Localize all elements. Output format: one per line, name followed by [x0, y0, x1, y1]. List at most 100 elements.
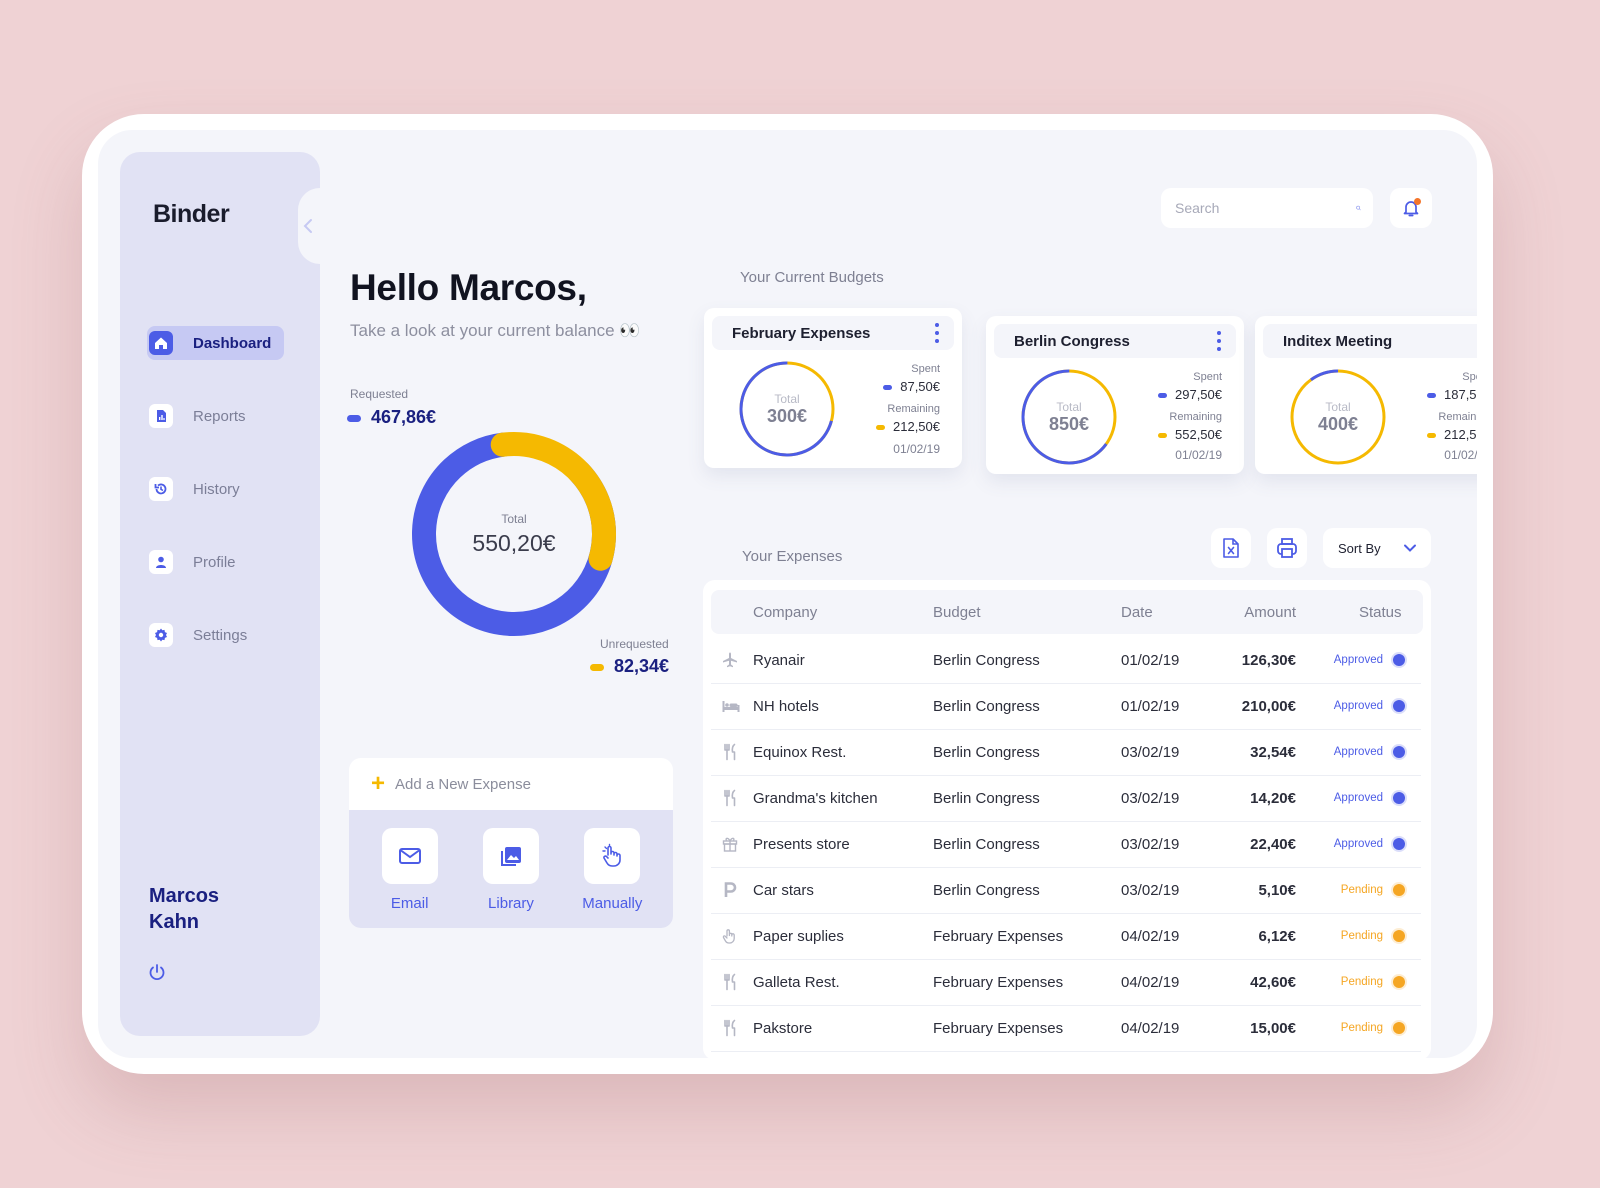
balance-donut-chart	[412, 432, 616, 636]
table-row[interactable]: Galleta Rest. February Expenses 04/02/19 42…	[711, 960, 1421, 1006]
budget-stats: Spent 187,50€ Remaining 212,50€	[1427, 370, 1477, 446]
status-text: Approved	[1333, 654, 1383, 666]
requested-amount: 467,86€	[371, 407, 437, 427]
budget-date: 01/02/19	[1175, 448, 1222, 462]
status-dot	[1393, 792, 1405, 804]
user-name[interactable]: Marcos Kahn	[149, 883, 269, 935]
add-manually-button[interactable]: Manually	[572, 828, 652, 928]
more-options-icon[interactable]	[1214, 331, 1224, 351]
add-expense-button[interactable]: + Add a New Expense	[349, 758, 673, 810]
spent-legend-dot	[1158, 393, 1167, 399]
add-expense-card: + Add a New Expense Email Library	[349, 758, 673, 928]
column-header-date[interactable]: Date	[1121, 604, 1153, 621]
table-row[interactable]: Paper suplies February Expenses 04/02/19 6,…	[711, 914, 1421, 960]
column-header-company[interactable]: Company	[753, 604, 818, 621]
column-header-status[interactable]: Status	[1359, 604, 1402, 621]
table-row[interactable]: Presents store Berlin Congress 03/02/19 22,…	[711, 822, 1421, 868]
add-expense-options: Email Library Manually	[349, 810, 673, 928]
requested-value: 467,86€	[347, 407, 436, 428]
status-text: Pending	[1340, 976, 1383, 988]
add-via-email-button[interactable]: Email	[370, 828, 450, 928]
spent-amount: 297,50€	[1175, 387, 1222, 402]
notification-badge	[1414, 198, 1421, 205]
status-dot	[1393, 884, 1405, 896]
table-row[interactable]: Car stars Berlin Congress 03/02/19 5,10€ Pen…	[711, 868, 1421, 914]
notifications-button[interactable]	[1390, 188, 1432, 228]
cell-budget: Berlin Congress	[933, 698, 1040, 715]
table-row[interactable]: Equinox Rest. Berlin Congress 03/02/19 32,5…	[711, 730, 1421, 776]
donut-center: Total 550,20€	[408, 428, 620, 640]
tablet-frame: Binder Dashboard Reports	[82, 114, 1493, 1074]
cell-date: 03/02/19	[1121, 882, 1180, 899]
cell-budget: Berlin Congress	[933, 882, 1040, 899]
profile-icon	[149, 550, 173, 574]
user-last-name: Kahn	[149, 911, 199, 933]
sort-by-dropdown[interactable]: Sort By	[1323, 528, 1431, 568]
budget-total-value: 850€	[1048, 413, 1090, 434]
gift-icon	[721, 835, 741, 855]
cell-date: 04/02/19	[1121, 974, 1180, 991]
remaining-label: Remaining	[1438, 411, 1477, 423]
remaining-amount: 552,50€	[1175, 427, 1222, 442]
search-bar[interactable]	[1161, 188, 1373, 228]
status-text: Pending	[1340, 1022, 1383, 1034]
table-header: Company Budget Date Amount Status	[711, 590, 1423, 634]
app-screen: Binder Dashboard Reports	[98, 130, 1477, 1058]
status-dot	[1393, 930, 1405, 942]
chevron-left-icon	[303, 219, 312, 233]
more-options-icon[interactable]	[932, 323, 942, 343]
remaining-value: 552,50€	[1158, 424, 1222, 446]
cell-amount: 14,20€	[1250, 790, 1296, 807]
cell-budget: February Expenses	[933, 928, 1064, 945]
search-input[interactable]	[1175, 200, 1356, 216]
plane-icon	[721, 651, 741, 671]
cell-company: Ryanair	[753, 652, 805, 669]
column-header-budget[interactable]: Budget	[933, 604, 981, 621]
option-label: Email	[390, 895, 429, 912]
budget-stats: Spent 87,50€ Remaining 212,50€	[876, 362, 940, 438]
cell-company: NH hotels	[753, 698, 819, 715]
expenses-section-title: Your Expenses	[742, 548, 843, 565]
expenses-table: Company Budget Date Amount Status Ryanai…	[703, 580, 1431, 1058]
sidebar-item-history[interactable]: History	[147, 472, 317, 506]
budget-date: 01/02/19	[893, 442, 940, 456]
table-row[interactable]: Grandma's kitchen Berlin Congress 03/02/19…	[711, 776, 1421, 822]
remaining-legend-dot	[1158, 433, 1167, 439]
status-dot	[1393, 746, 1405, 758]
table-body: Ryanair Berlin Congress 01/02/19 126,30€ App…	[703, 638, 1431, 1052]
table-row[interactable]: NH hotels Berlin Congress 01/02/19 210,00€ A…	[711, 684, 1421, 730]
cell-company: Paper suplies	[753, 928, 844, 945]
status-text: Approved	[1333, 700, 1383, 712]
print-button[interactable]	[1267, 528, 1307, 568]
search-icon[interactable]	[1356, 198, 1361, 218]
table-row[interactable]: Ryanair Berlin Congress 01/02/19 126,30€ App…	[711, 638, 1421, 684]
collapse-sidebar-button[interactable]	[298, 188, 328, 264]
cell-budget: February Expenses	[933, 1020, 1064, 1037]
status-dot	[1393, 654, 1405, 666]
budget-card[interactable]: Berlin Congress Total 850€ Spent 297,50€ Rema…	[986, 316, 1244, 474]
add-via-library-button[interactable]: Library	[471, 828, 551, 928]
sidebar-item-label: History	[193, 480, 240, 498]
cell-amount: 6,12€	[1258, 928, 1296, 945]
column-header-amount[interactable]: Amount	[1244, 604, 1296, 621]
table-row[interactable]: Pakstore February Expenses 04/02/19 15,00€ P…	[711, 1006, 1421, 1052]
cell-budget: Berlin Congress	[933, 790, 1040, 807]
unrequested-amount: 82,34€	[614, 656, 670, 676]
sidebar-item-reports[interactable]: Reports	[147, 399, 317, 433]
export-excel-button[interactable]	[1211, 528, 1251, 568]
cutlery-icon	[721, 1019, 741, 1039]
spent-amount: 187,50€	[1444, 387, 1477, 402]
donut-total-label: Total	[501, 511, 527, 526]
cutlery-icon	[721, 973, 741, 993]
sidebar-item-settings[interactable]: Settings	[147, 618, 317, 652]
cell-date: 01/02/19	[1121, 698, 1180, 715]
budget-ring-chart	[1290, 369, 1386, 465]
budget-ring-center: Total 300€	[734, 356, 840, 462]
power-icon[interactable]	[147, 962, 169, 984]
sidebar-item-profile[interactable]: Profile	[147, 545, 317, 579]
budget-card-header: Inditex Meeting	[1263, 324, 1477, 358]
sidebar-item-dashboard[interactable]: Dashboard	[147, 326, 284, 360]
page-subtitle: Take a look at your current balance 👀	[350, 321, 641, 340]
budget-card[interactable]: February Expenses Total 300€ Spent 87,50€ Rem…	[704, 308, 962, 468]
